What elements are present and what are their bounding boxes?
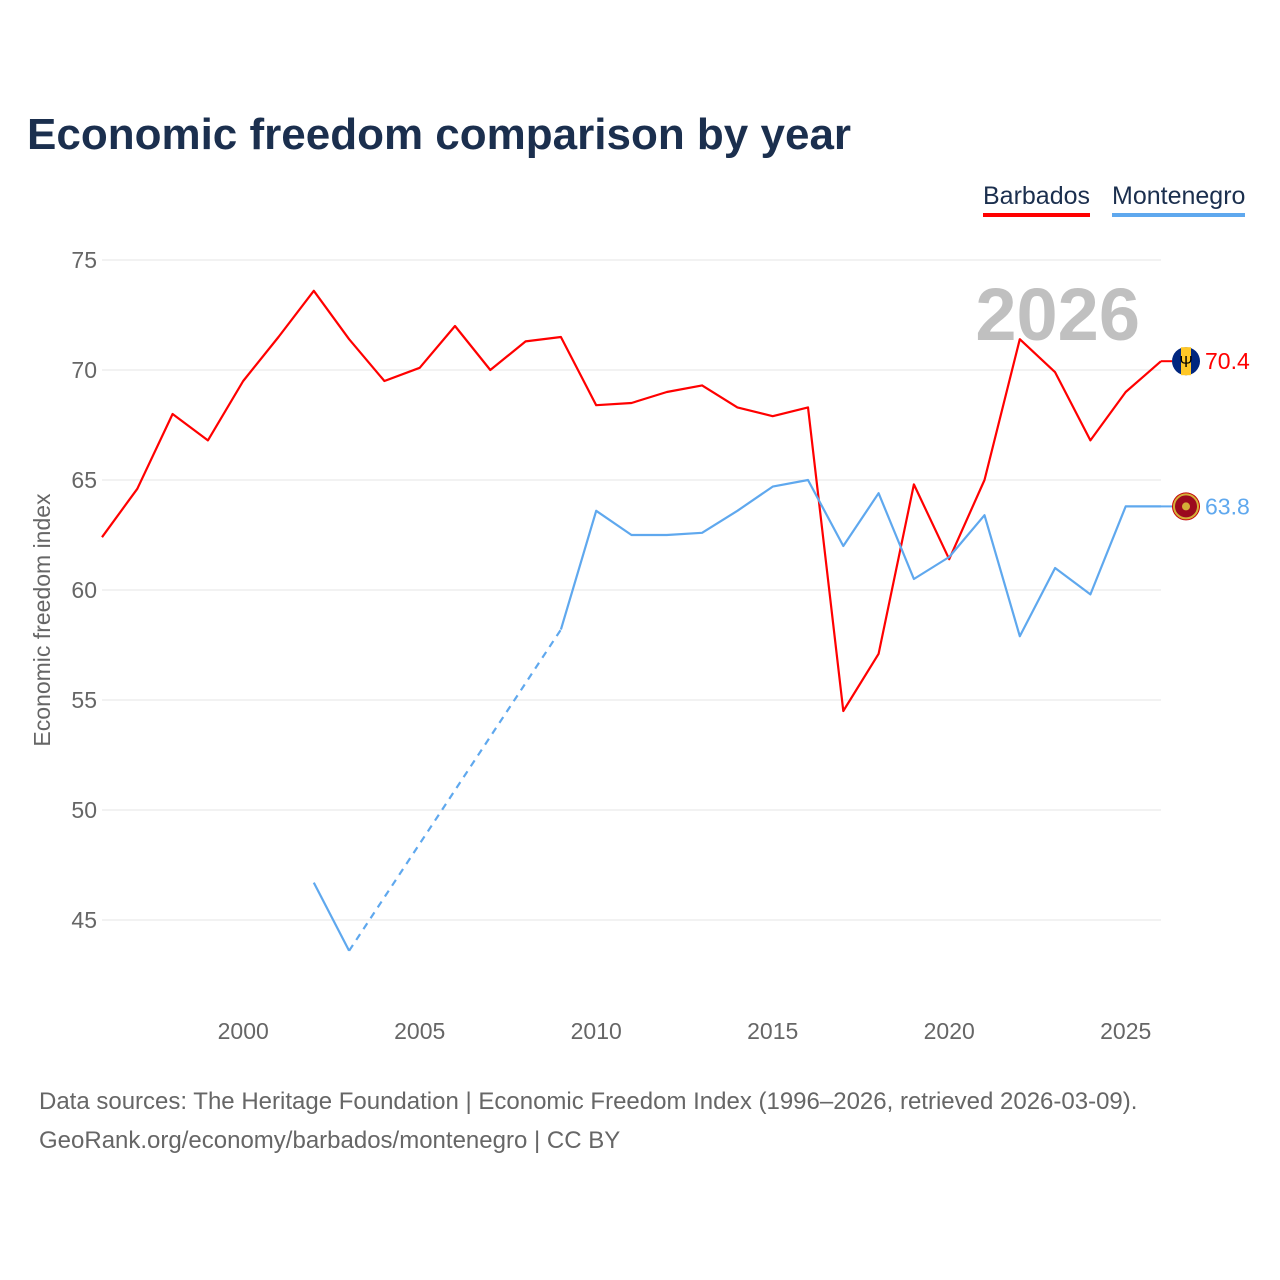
- source-line-2[interactable]: GeoRank.org/economy/barbados/montenegro …: [39, 1127, 621, 1154]
- y-tick-label: 60: [71, 577, 97, 603]
- x-tick-label: 2010: [571, 1018, 622, 1044]
- barbados-line: [101, 289, 1162, 713]
- montenegro-line: [559, 478, 1161, 638]
- y-tick-label: 50: [71, 797, 97, 823]
- x-tick-label: 2005: [394, 1018, 445, 1044]
- y-axis-label: Economic freedom index: [29, 493, 55, 747]
- x-tick-label: 2015: [747, 1018, 798, 1044]
- legend-barbados[interactable]: Barbados: [983, 182, 1091, 217]
- montenegro-end-label: 63.8: [1205, 493, 1250, 519]
- flag-emblem: [1182, 502, 1190, 511]
- legend-montenegro[interactable]: Montenegro: [1112, 182, 1246, 217]
- y-tick-label: 45: [71, 907, 97, 933]
- year-watermark: 2026: [975, 273, 1140, 356]
- barbados-end-label: 70.4: [1205, 348, 1250, 374]
- barbados-flag-icon: Ψ: [1172, 347, 1200, 376]
- y-tick-label: 75: [71, 247, 97, 273]
- chart-title: Economic freedom comparison by year: [27, 110, 852, 159]
- y-tick-label: 70: [71, 357, 97, 383]
- x-tick-label: 2000: [218, 1018, 269, 1044]
- y-tick-label: 65: [71, 467, 97, 493]
- montenegro-line: [312, 882, 351, 952]
- x-tick-label: 2025: [1100, 1018, 1151, 1044]
- montenegro-gap-line: [348, 628, 562, 952]
- trident-glyph: Ψ: [1179, 354, 1192, 371]
- x-tick-label: 2020: [924, 1018, 975, 1044]
- flag-band: [1181, 347, 1191, 376]
- y-tick-label: 55: [71, 687, 97, 713]
- montenegro-flag-icon: [1172, 492, 1200, 521]
- source-line-1: Data sources: The Heritage Foundation | …: [39, 1088, 1138, 1115]
